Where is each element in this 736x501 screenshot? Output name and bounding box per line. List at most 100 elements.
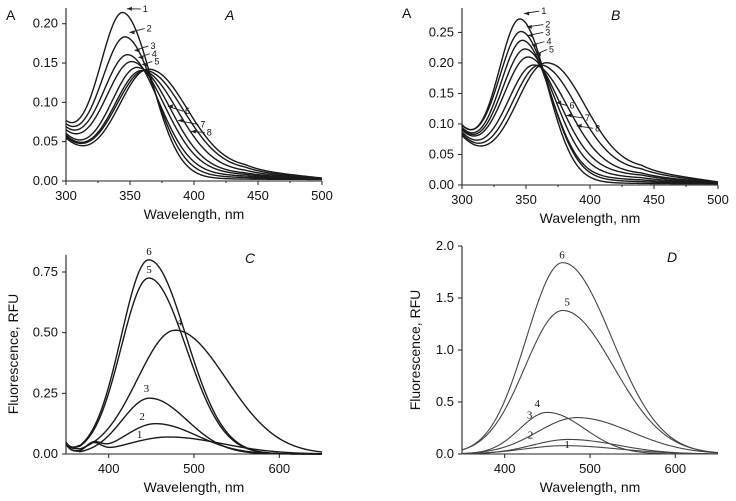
panel-b: B 300 350 400 450 500 0.00 0.05 0.10 0.15 0.20 0.2… (402, 5, 729, 226)
panel-a: A 300 350 400 450 500 0.00 0.05 0.10 0.15 0.20 Wav… (6, 4, 333, 222)
curve-6 (65, 69, 323, 180)
curve-label-8: 8 (595, 123, 600, 133)
curve-label-arrowhead-4 (138, 55, 144, 60)
panel-c: C 400 500 600 0.00 0.25 0.50 0.75 Wavelength, n… (5, 246, 323, 495)
curve-label-2: 2 (139, 411, 145, 423)
x-axis-label: Wavelength, nm (540, 210, 641, 226)
curve-6 (461, 262, 719, 454)
curve-2 (461, 438, 719, 455)
y-tick-label: 0.75 (33, 264, 58, 279)
y-tick-label: 0.25 (429, 24, 454, 39)
x-tick-label: 450 (643, 192, 665, 207)
x-tick-label: 400 (579, 192, 601, 207)
curve-label-arrowhead-5 (142, 62, 148, 67)
x-tick-label: 500 (183, 461, 205, 476)
curve-5 (65, 277, 322, 455)
curve-label-arrowhead-7 (566, 113, 572, 118)
y-axis-label: A (6, 7, 16, 23)
panel-d-letter: D (667, 249, 677, 265)
curve-7 (461, 64, 719, 183)
curve-6 (461, 64, 719, 184)
curve-label-6: 6 (570, 101, 575, 111)
y-tick-label: 0.15 (429, 85, 454, 100)
curve-8 (461, 62, 719, 183)
curve-label-3: 3 (527, 410, 533, 422)
y-axis-label: A (402, 5, 412, 21)
curve-4 (461, 411, 718, 455)
curve-label-arrowhead-6 (556, 100, 562, 105)
x-axis-label: Wavelength, nm (144, 206, 245, 222)
curve-label-2: 2 (147, 24, 152, 34)
curve-label-6: 6 (185, 106, 190, 116)
x-tick-label: 500 (579, 461, 601, 476)
curve-6 (65, 259, 322, 455)
curve-label-3: 3 (144, 383, 150, 395)
x-tick-label: 400 (98, 461, 120, 476)
curve-label-arrowhead-2 (129, 30, 135, 35)
curve-1 (65, 11, 322, 181)
curve-label-5: 5 (564, 296, 570, 308)
curve-label-1: 1 (143, 4, 148, 14)
curve-5 (461, 309, 719, 454)
x-tick-label: 350 (515, 192, 537, 207)
curve-1 (65, 436, 323, 455)
y-tick-label: 0.00 (33, 173, 58, 188)
y-tick-label: 0.10 (429, 116, 454, 131)
curve-label-4: 4 (177, 316, 183, 328)
curve-label-arrowhead-8 (190, 129, 196, 134)
curve-label-leader-5 (535, 49, 548, 55)
curve-label-arrowhead-3 (134, 48, 140, 53)
y-tick-label: 0.5 (436, 394, 454, 409)
curve-label-3: 3 (545, 27, 550, 37)
curve-label-4: 4 (546, 37, 551, 47)
y-tick-label: 0.05 (33, 134, 58, 149)
y-tick-label: 0.0 (436, 446, 454, 461)
y-tick-label: 2.0 (436, 238, 454, 253)
curve-label-arrowhead-7 (178, 118, 184, 123)
curve-1 (461, 18, 719, 185)
x-tick-label: 450 (247, 188, 269, 203)
y-tick-label: 0.25 (33, 385, 58, 400)
curve-label-7: 7 (585, 113, 590, 123)
x-axis-label: Wavelength, nm (144, 479, 245, 495)
y-tick-label: 0.20 (429, 55, 454, 70)
curve-2 (65, 36, 323, 180)
curve-label-1: 1 (564, 439, 570, 451)
curve-label-1: 1 (137, 429, 143, 441)
x-tick-label: 400 (494, 461, 516, 476)
curve-4 (65, 329, 323, 453)
curve-label-5: 5 (549, 45, 554, 55)
curve-label-2: 2 (528, 429, 534, 441)
panel-c-letter: C (245, 250, 256, 266)
x-axis-label: Wavelength, nm (540, 479, 641, 495)
curve-label-4: 4 (535, 398, 541, 410)
x-tick-label: 350 (119, 188, 141, 203)
curve-label-8: 8 (207, 127, 212, 137)
curve-label-6: 6 (146, 246, 152, 258)
curve-label-arrowhead-8 (576, 123, 582, 128)
curve-3 (461, 417, 719, 454)
x-tick-label: 300 (451, 192, 473, 207)
curve-label-arrowhead-1 (524, 11, 530, 16)
x-tick-label: 500 (707, 192, 729, 207)
y-tick-label: 0.15 (33, 55, 58, 70)
y-tick-label: 1.5 (436, 290, 454, 305)
panel-a-letter: A (224, 7, 234, 23)
curve-label-5: 5 (154, 57, 159, 67)
x-tick-label: 500 (311, 188, 333, 203)
x-tick-label: 300 (55, 188, 77, 203)
curve-7 (65, 69, 323, 180)
curve-label-arrowhead-3 (528, 33, 533, 38)
y-axis-label: Fluorescence, RFU (5, 294, 21, 415)
y-tick-label: 0.10 (33, 94, 58, 109)
curve-5 (65, 66, 323, 180)
y-tick-label: 0.00 (33, 446, 58, 461)
curve-label-7: 7 (200, 120, 205, 130)
curve-label-5: 5 (146, 264, 152, 276)
curve-label-arrowhead-5 (535, 52, 541, 57)
curve-2 (461, 30, 719, 185)
x-tick-label: 600 (664, 461, 686, 476)
curve-5 (461, 56, 719, 184)
panel-d: D 400 500 600 0.0 0.5 1.0 1.5 2.0 Wavelength, nm… (407, 238, 719, 495)
